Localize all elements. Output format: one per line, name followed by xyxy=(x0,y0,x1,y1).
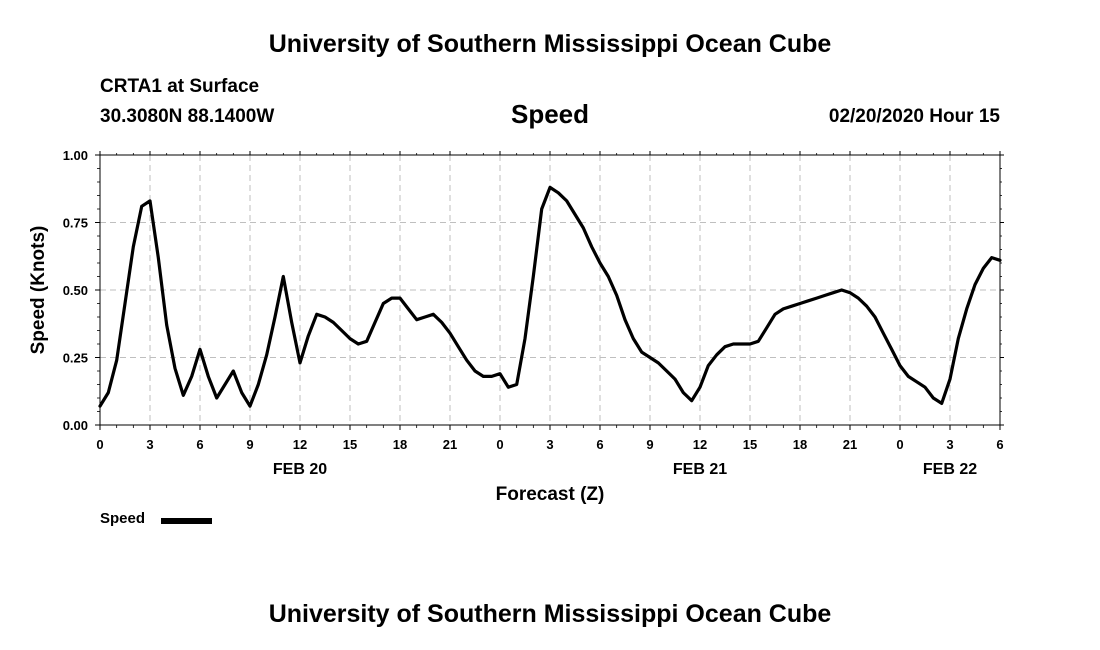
date-label: FEB 22 xyxy=(923,461,977,478)
grid xyxy=(100,155,1000,425)
station-label: CRTA1 at Surface xyxy=(100,76,260,97)
x-tick-label: 0 xyxy=(496,437,503,452)
x-tick-label: 15 xyxy=(343,437,357,452)
x-tick-label: 3 xyxy=(146,437,153,452)
x-tick-label: 6 xyxy=(196,437,203,452)
axis-ticks: 0 3 6 9 12 15 18 21 0 3 6 9 12 15 18 21 0 3 6 0.00 0.25 0.50 0… xyxy=(63,148,1004,478)
variable-title: Speed xyxy=(510,99,590,129)
series-line-speed xyxy=(98,185,1002,408)
timestamp-label: 02/20/2020 Hour 15 xyxy=(828,106,1000,127)
x-tick-label: 9 xyxy=(646,437,653,452)
chart-title-top: University of Southern Mississippi Ocean… xyxy=(268,30,832,58)
x-tick-label: 21 xyxy=(843,437,857,452)
x-axis-label: Forecast (Z) xyxy=(496,484,605,505)
date-label: FEB 21 xyxy=(673,461,727,478)
y-tick-label: 0.50 xyxy=(63,283,88,298)
x-tick-label: 0 xyxy=(896,437,903,452)
x-tick-label: 21 xyxy=(443,437,457,452)
x-tick-label: 6 xyxy=(996,437,1003,452)
y-tick-label: 0.00 xyxy=(63,418,88,433)
legend-swatch xyxy=(161,518,212,524)
chart-title-bottom: University of Southern Mississippi Ocean… xyxy=(268,600,832,628)
x-tick-label: 3 xyxy=(946,437,953,452)
y-tick-label: 0.75 xyxy=(63,216,88,231)
y-tick-label: 1.00 xyxy=(63,148,88,163)
x-tick-label: 12 xyxy=(693,437,707,452)
location-label: 30.3080N 88.1400W xyxy=(100,106,275,127)
x-tick-label: 15 xyxy=(743,437,757,452)
x-tick-label: 3 xyxy=(546,437,553,452)
date-label: FEB 20 xyxy=(273,461,327,478)
series-layer xyxy=(98,185,1002,408)
x-tick-label: 6 xyxy=(596,437,603,452)
legend-label: Speed xyxy=(100,510,146,527)
x-tick-label: 18 xyxy=(793,437,807,452)
x-tick-label: 12 xyxy=(293,437,307,452)
y-axis-label: Speed (Knots) xyxy=(28,226,49,355)
y-tick-label: 0.25 xyxy=(63,351,88,366)
x-tick-label: 0 xyxy=(96,437,103,452)
x-tick-label: 9 xyxy=(246,437,253,452)
x-tick-label: 18 xyxy=(393,437,407,452)
